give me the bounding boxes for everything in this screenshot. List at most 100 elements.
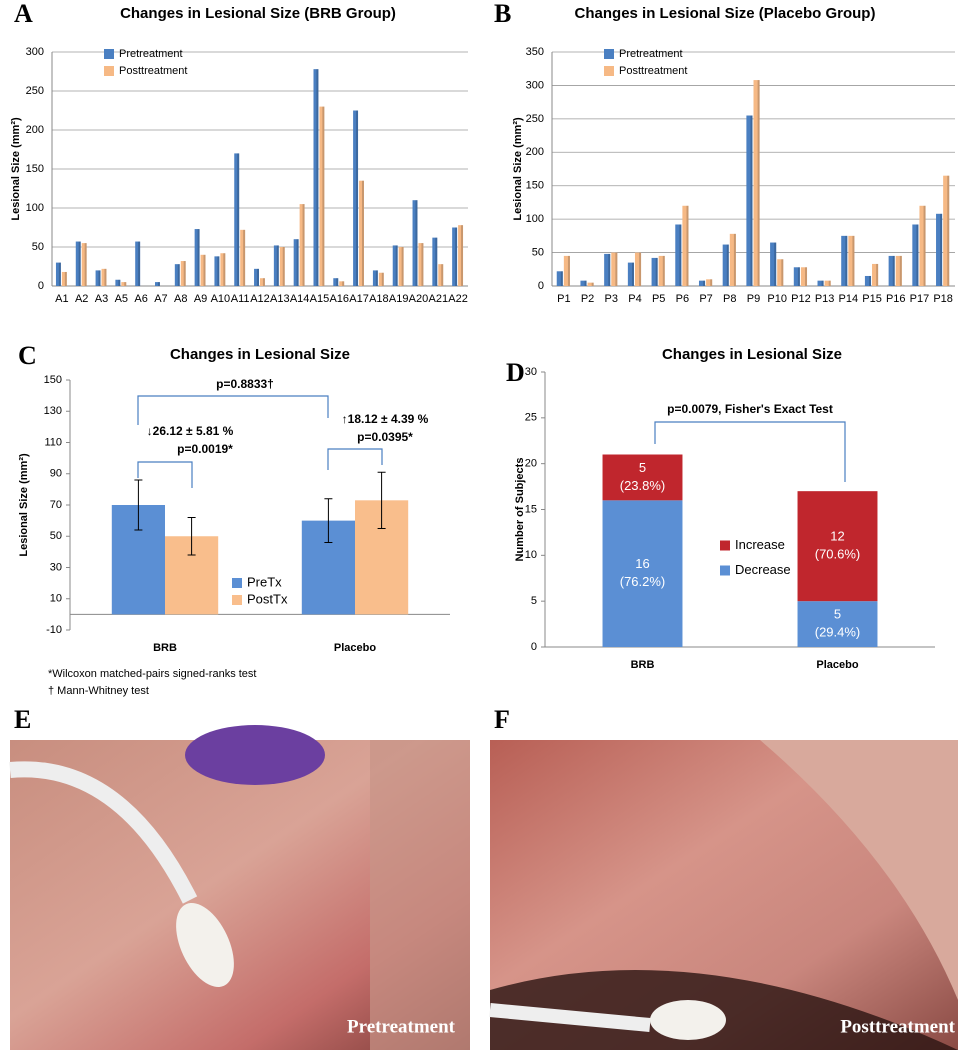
y-tick-label: 100 [526,213,544,225]
bar-side [395,245,398,286]
bar-side [84,243,87,286]
y-tick-label: 200 [26,124,44,136]
bar-side [797,267,800,286]
bar [121,282,127,286]
chart-title: Changes in Lesional Size (Placebo Group) [575,5,876,22]
bracket [654,421,846,482]
bar-side [584,280,587,286]
bar [919,205,926,286]
y-tick-label: 50 [50,530,62,542]
bar-side [726,244,729,286]
bar-segment [797,491,878,602]
x-tick-label: Placebo [816,659,858,671]
bar-side [916,224,919,286]
bar [888,255,895,286]
x-tick-label: A3 [95,293,108,305]
y-tick-label: 90 [50,468,62,480]
bar-side [774,242,777,286]
percent-label: (70.6%) [815,547,861,562]
bar-side [356,110,359,286]
bar [313,69,319,286]
y-tick-label: 300 [26,46,44,58]
y-tick-label: 350 [526,46,544,58]
bar-side [686,205,689,286]
x-tick-label: A17 [349,293,369,305]
mouth [490,970,958,1050]
bar [135,241,141,286]
legend-swatch [232,578,242,588]
legend-swatch [104,49,114,59]
y-tick-label: 0 [538,280,544,292]
percent-label: (29.4%) [815,625,861,640]
error-bar [134,479,143,531]
bar-side [262,278,265,286]
bar [793,267,800,286]
legend-label: Pretreatment [119,48,183,60]
x-tick-label: P18 [933,293,953,305]
x-tick-label: BRB [153,642,177,654]
bar-side [276,245,279,286]
bar-side [223,253,226,286]
bar-side [98,270,101,286]
bar-side [361,180,364,286]
x-tick-label: P17 [910,293,930,305]
bar [604,253,611,286]
y-tick-label: -10 [46,624,62,636]
bar [438,264,444,286]
panel-letter: C [18,341,37,370]
x-tick-label: P14 [839,293,859,305]
bar [55,262,61,286]
bar-side [947,175,950,286]
y-tick-label: 250 [526,113,544,125]
bar-side [710,279,713,286]
y-tick-label: 10 [525,549,537,561]
panel-letter: F [494,705,510,734]
y-tick-label: 70 [50,499,62,511]
y-axis-label: Lesional Size (mm²) [512,117,524,221]
bar [824,280,831,286]
bar [458,225,464,286]
panel-letter: D [506,358,525,387]
legend-label: PreTx [247,574,282,589]
bar [174,264,180,286]
x-tick-label: P12 [791,293,811,305]
value-label: 12 [830,529,844,544]
x-tick-label: A20 [409,293,429,305]
footnote: † Mann-Whitney test [48,685,149,697]
bar-side [845,235,848,286]
bar [398,247,404,286]
photo-e: E Pretreatment [9,705,470,1050]
bar-side [177,264,180,286]
bar-side [852,235,855,286]
x-tick-label: A5 [115,293,128,305]
bar [722,244,729,286]
y-tick-label: 100 [26,202,44,214]
bar [746,115,753,286]
y-axis-label: Number of Subjects [514,458,526,562]
y-tick-label: 15 [525,503,537,515]
bar [912,224,919,286]
y-tick-label: 110 [44,436,62,448]
y-tick-label: 0 [38,280,44,292]
x-tick-label: P13 [815,293,835,305]
bar [658,255,665,286]
bar-side [899,255,902,286]
bar [260,278,265,286]
percent-label: (76.2%) [620,574,666,589]
bar-side [750,115,753,286]
x-tick-label: A22 [448,293,468,305]
x-tick-label: A16 [329,293,349,305]
y-tick-label: 30 [525,366,537,378]
bar [101,268,107,286]
bar [556,271,563,286]
bar [682,205,689,286]
bar-side [703,280,706,286]
photo-caption: Pretreatment [347,1016,456,1037]
bar [180,261,186,286]
y-tick-label: 250 [26,85,44,97]
bar [729,233,736,286]
photo-f: F Posttreatment [489,705,958,1050]
bar [418,243,424,286]
percent-label: (23.8%) [620,478,666,493]
bar-side [435,237,438,286]
